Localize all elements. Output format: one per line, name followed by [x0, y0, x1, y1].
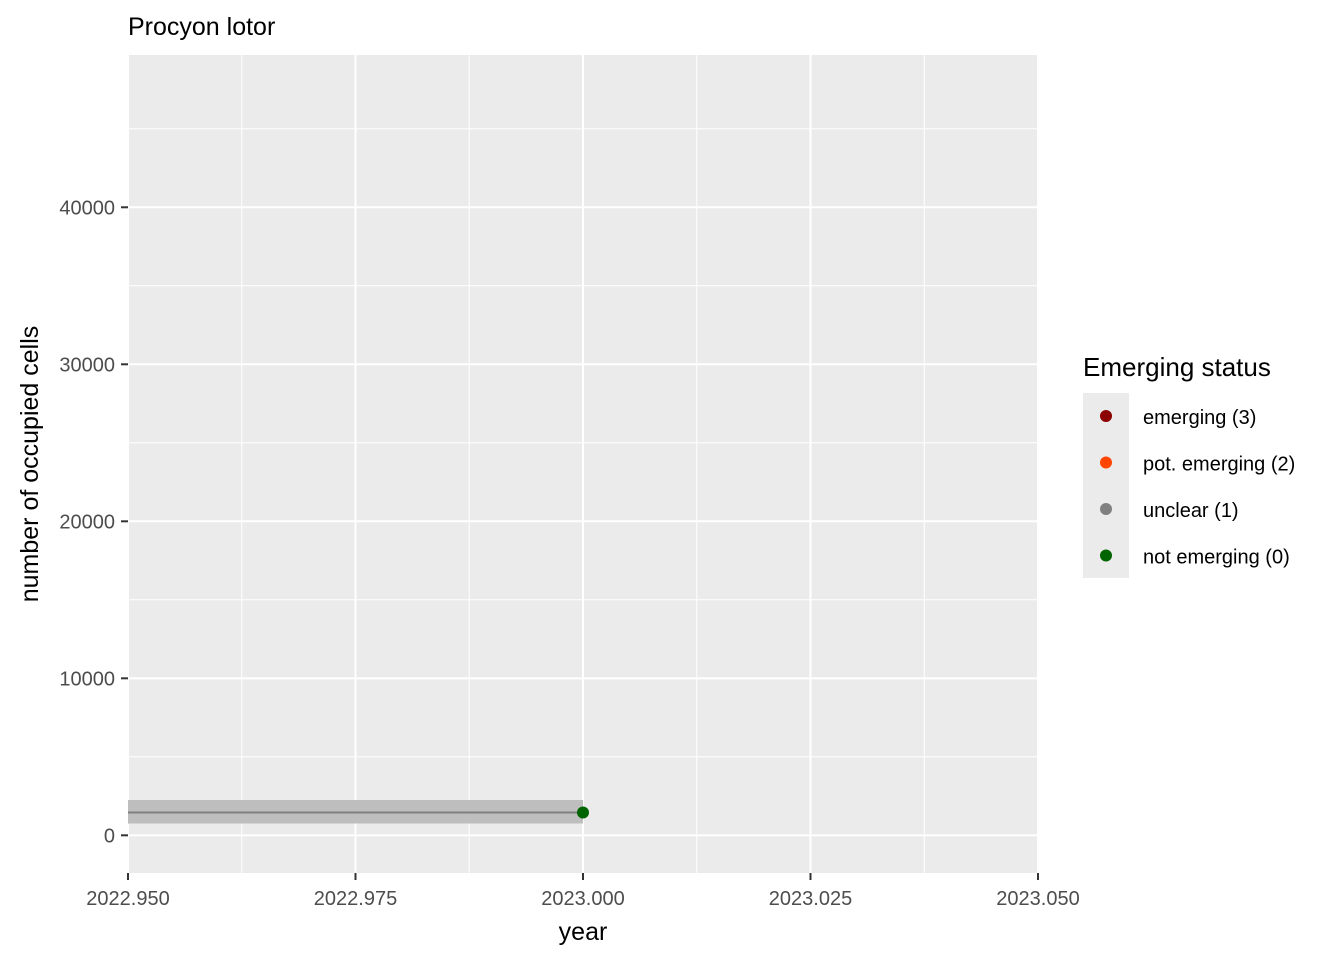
legend-key-dot	[1100, 456, 1112, 469]
legend-title: Emerging status	[1083, 352, 1271, 382]
legend: Emerging status emerging (3) pot. emergin…	[1083, 352, 1295, 578]
x-tick-label: 2022.975	[314, 888, 397, 910]
y-tick-label: 10000	[59, 668, 115, 690]
legend-label: pot. emerging (2)	[1143, 454, 1295, 476]
y-tick-label: 30000	[59, 354, 115, 376]
y-tick-label: 20000	[59, 511, 115, 533]
y-axis-title: number of occupied cells	[16, 326, 44, 603]
legend-entries: emerging (3) pot. emerging (2) unclear (1)…	[1100, 407, 1295, 569]
x-tick-label: 2023.050	[996, 888, 1079, 910]
legend-label: emerging (3)	[1143, 407, 1256, 429]
x-axis: 2022.950 2022.975 2023.000 2023.025 2023.050	[86, 873, 1080, 910]
y-axis: 0 10000 20000 30000 40000	[59, 197, 128, 847]
x-tick-label: 2023.000	[541, 888, 624, 910]
chart-title: Procyon lotor	[128, 13, 275, 41]
data-point	[577, 806, 589, 819]
y-tick-label: 40000	[59, 197, 115, 219]
point-layer	[577, 806, 589, 819]
x-axis-title: year	[559, 918, 608, 946]
y-tick-label: 0	[104, 825, 115, 847]
grid-major	[127, 55, 1039, 873]
legend-label: unclear (1)	[1143, 500, 1239, 522]
x-tick-label: 2022.950	[86, 888, 169, 910]
legend-key-dot	[1100, 410, 1112, 422]
x-tick-label: 2023.025	[769, 888, 852, 910]
legend-label: not emerging (0)	[1143, 547, 1290, 569]
legend-key-background	[1083, 393, 1129, 578]
legend-key-dot	[1100, 549, 1112, 562]
legend-key-dot	[1100, 503, 1112, 515]
